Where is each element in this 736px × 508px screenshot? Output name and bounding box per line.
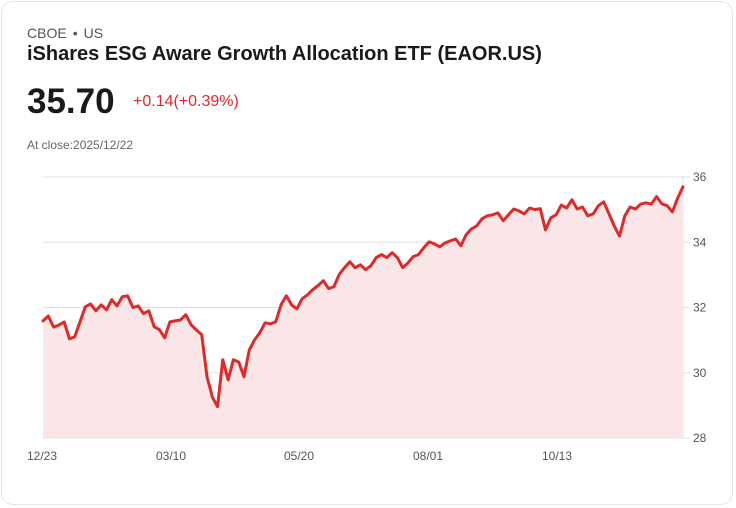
- x-tick-label: 03/10: [156, 449, 186, 463]
- y-tick-label: 28: [693, 431, 707, 445]
- y-axis: 36 34 32 30 28: [693, 170, 707, 445]
- fund-title: iShares ESG Aware Growth Allocation ETF …: [27, 43, 542, 65]
- price-chart: 36 34 32 30 28 12/23 03/10 05/20 08/01 10/13: [27, 170, 707, 463]
- last-price: 35.70: [27, 82, 115, 121]
- y-tick-label: 32: [693, 301, 707, 315]
- x-tick-label: 05/20: [284, 449, 314, 463]
- x-axis: 12/23 03/10 05/20 08/01 10/13: [27, 449, 572, 463]
- close-date: At close:2025/12/22: [27, 138, 134, 152]
- price-area-fill: [43, 186, 683, 438]
- separator-dot: •: [72, 25, 78, 41]
- x-tick-label: 08/01: [413, 449, 443, 463]
- exchange-line: CBOE • US: [27, 25, 103, 41]
- x-tick-label: 12/23: [27, 449, 57, 463]
- market-name: US: [83, 25, 104, 41]
- y-tick-label: 34: [693, 235, 707, 249]
- y-tick-label: 36: [693, 170, 707, 184]
- price-change: +0.14(+0.39%): [133, 93, 239, 110]
- x-tick-label: 10/13: [542, 449, 572, 463]
- y-tick-label: 30: [693, 366, 707, 380]
- price-line: [41, 185, 685, 409]
- exchange-name: CBOE: [27, 25, 67, 41]
